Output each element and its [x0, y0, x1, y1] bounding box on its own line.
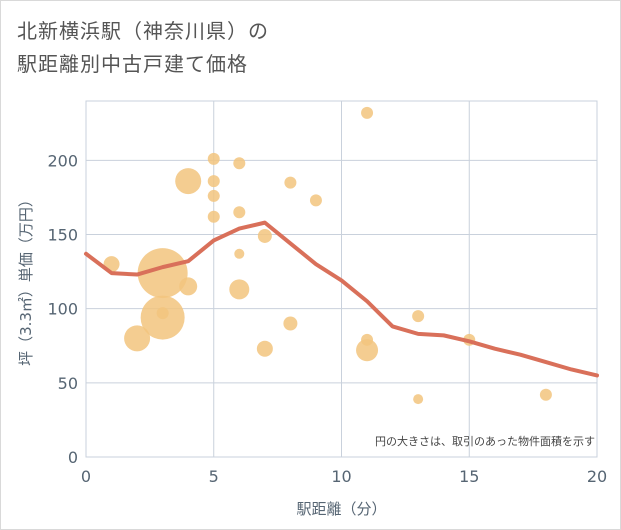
bubble-point: [234, 248, 245, 259]
y-axis-label: 坪（3.3㎡）単価（万円）: [17, 192, 35, 366]
bubble-point: [175, 168, 202, 195]
x-axis-label: 駅距離（分）: [296, 500, 386, 518]
bubble-point: [233, 206, 246, 219]
bubble-point: [361, 106, 374, 119]
x-tick-label: 15: [459, 467, 479, 486]
bubble-point: [207, 175, 220, 188]
x-tick-label: 10: [331, 467, 351, 486]
bubble-point: [207, 210, 220, 223]
chart-title-line-1: 北新横浜駅（神奈川県）の: [17, 19, 269, 43]
x-tick-label: 0: [81, 467, 91, 486]
bubble-point: [539, 388, 552, 401]
y-tick-label: 0: [68, 448, 78, 467]
bubble-point: [413, 394, 424, 405]
y-tick-label: 50: [58, 374, 78, 393]
chart-title-line-2: 駅距離別中古戸建て価格: [17, 52, 248, 76]
y-tick-label: 100: [47, 300, 78, 319]
bubble-point: [207, 152, 220, 165]
x-tick-labels: 0 5 10 15 20: [81, 467, 607, 486]
plot-area-border: [85, 100, 598, 458]
x-tick-label: 20: [587, 467, 607, 486]
bubble-point: [284, 176, 297, 189]
bubble-point: [124, 325, 151, 352]
y-tick-labels: 0 50 100 150 200: [47, 151, 78, 467]
trend-line-layer: [84, 220, 599, 378]
bubble-point: [309, 194, 322, 207]
bubble-point: [283, 316, 298, 331]
bubble-layer: [103, 106, 552, 405]
bubble-point: [179, 277, 198, 296]
bubble-point: [256, 340, 273, 357]
bubble-point: [412, 310, 425, 323]
bubble-point: [156, 307, 169, 320]
bubble-point: [233, 157, 246, 170]
average-price-line: [84, 220, 599, 378]
bubble-point: [207, 189, 220, 202]
bubble-point: [229, 279, 250, 300]
bubble-point: [137, 248, 188, 299]
x-tick-label: 5: [209, 467, 219, 486]
bubble-size-note: 円の大きさは、取引のあった物件面積を示す: [375, 434, 595, 448]
y-tick-label: 200: [47, 151, 78, 170]
y-tick-label: 150: [47, 226, 78, 245]
bubble-point: [356, 339, 379, 362]
bubble-point: [257, 228, 272, 243]
chart-title: 北新横浜駅（神奈川県）の 駅距離別中古戸建て価格: [17, 15, 377, 81]
